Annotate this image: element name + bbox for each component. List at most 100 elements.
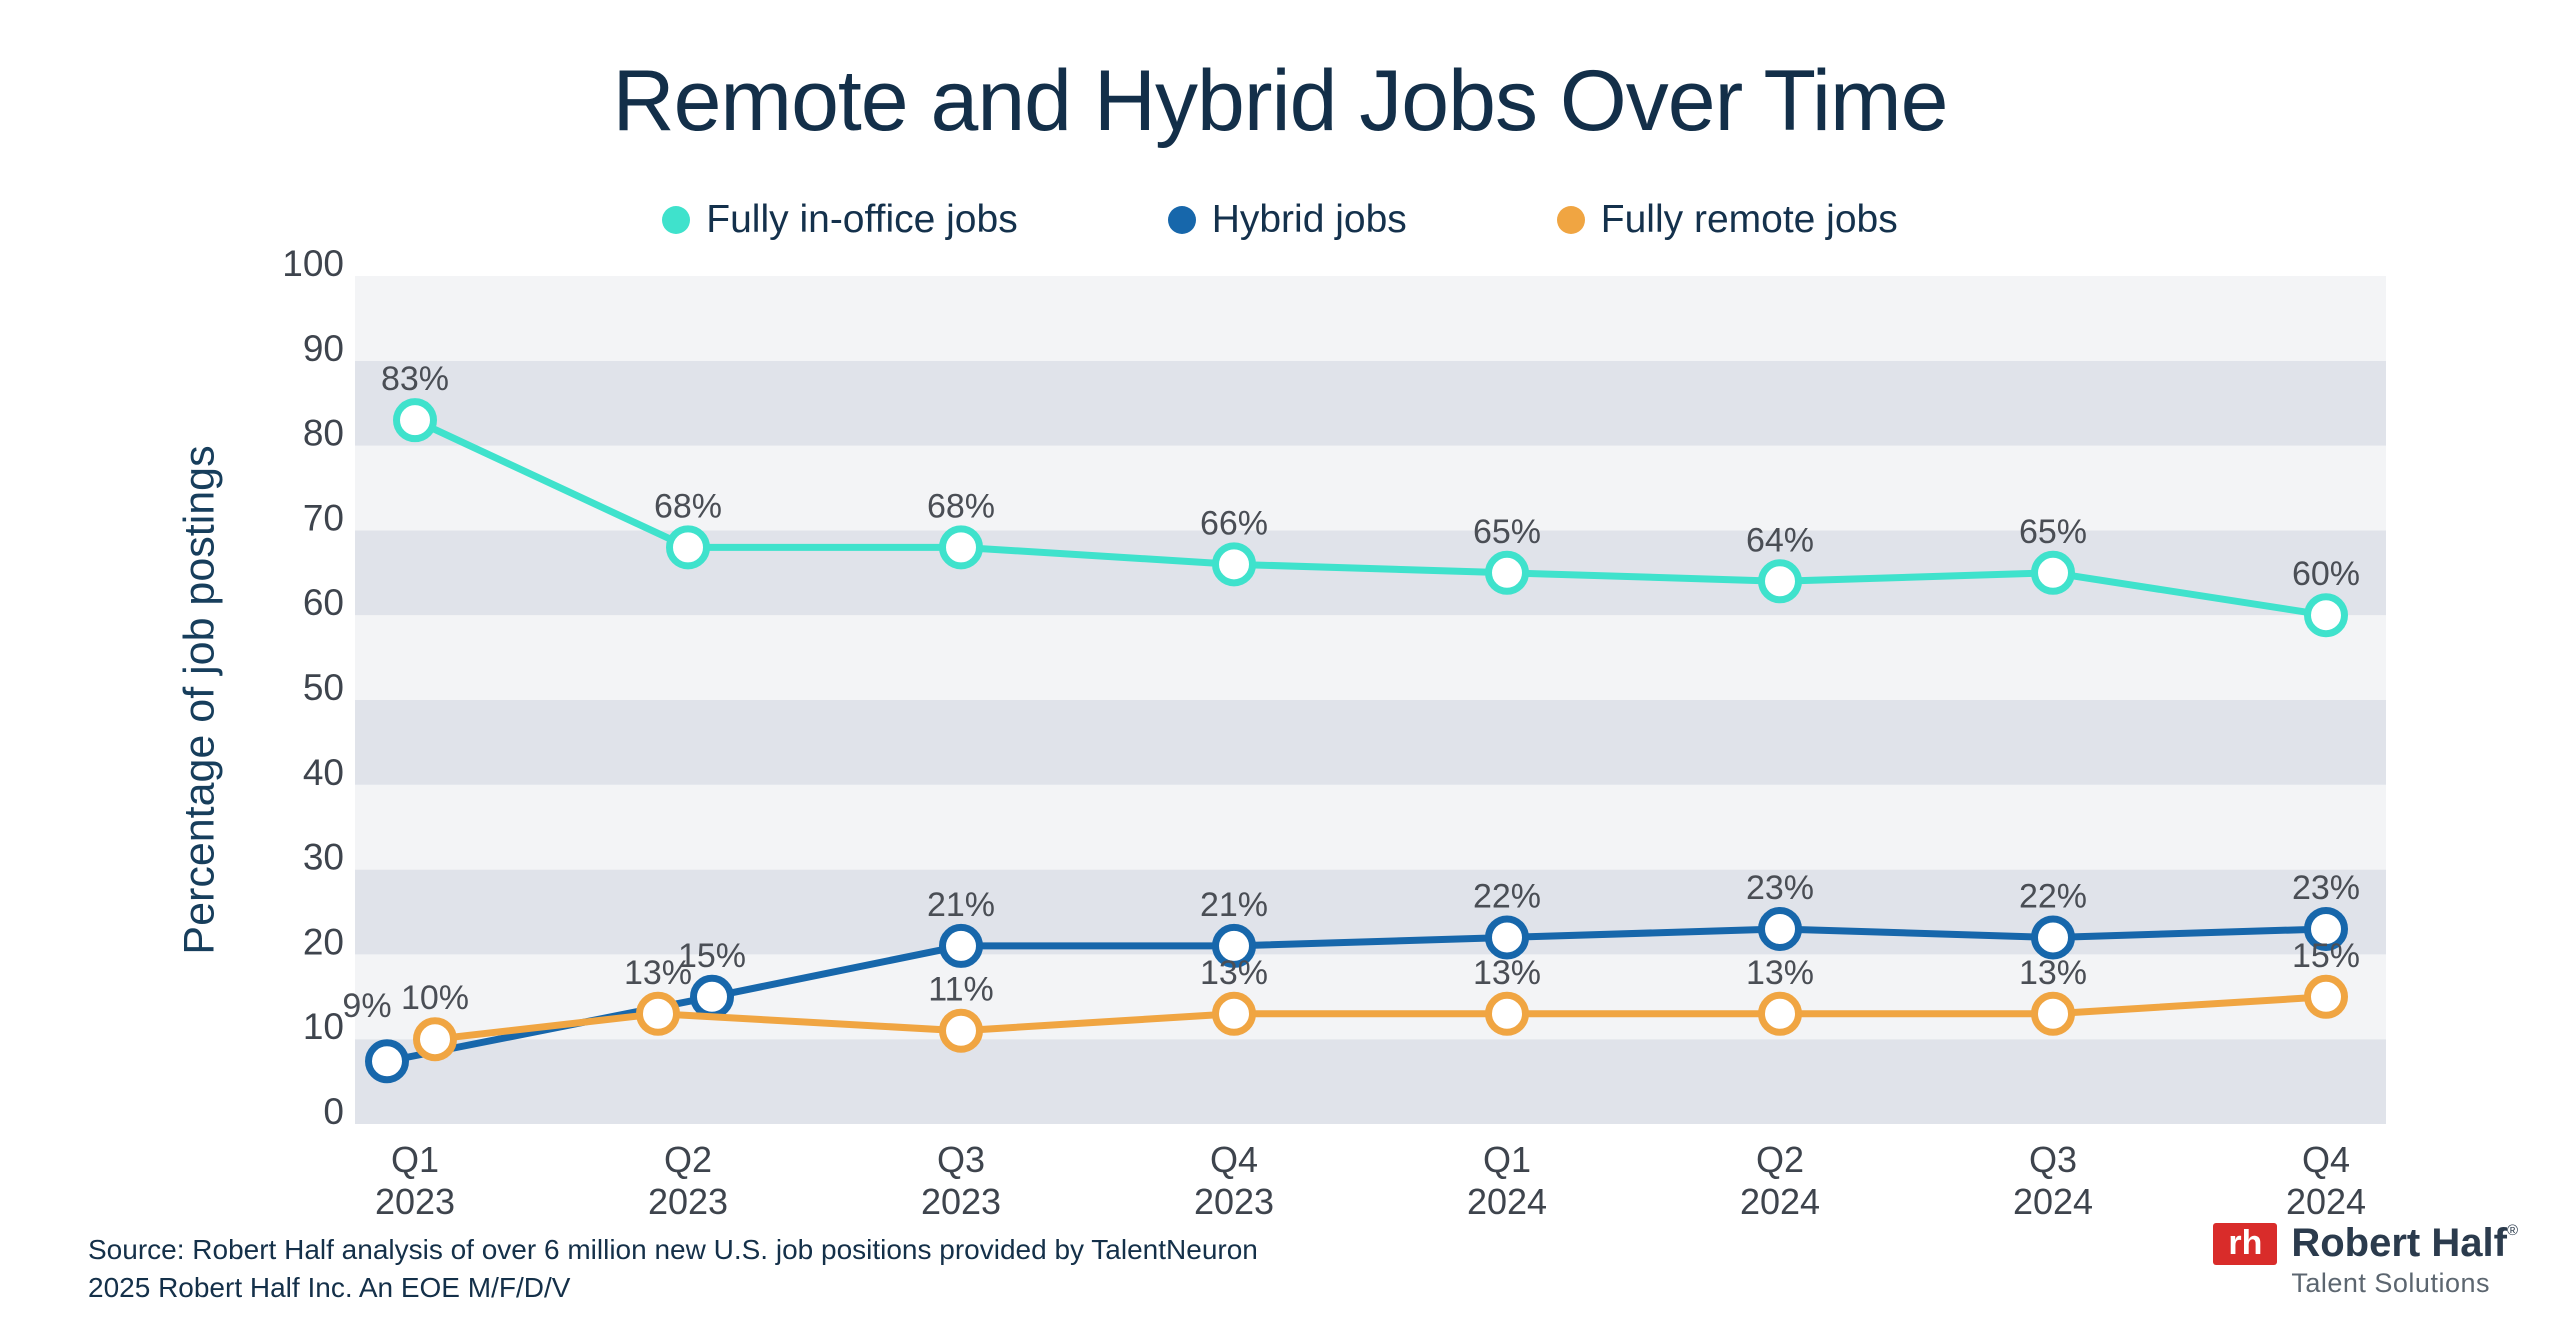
x-tick-year: 2023 bbox=[648, 1181, 728, 1222]
data-point-marker bbox=[2304, 974, 2348, 1019]
data-point-label: 15% bbox=[678, 937, 746, 975]
data-point-label: 68% bbox=[927, 487, 995, 525]
legend-item-hybrid: Hybrid jobs bbox=[1167, 198, 1407, 242]
y-tick-label: 10 bbox=[303, 1006, 344, 1047]
y-tick-label: 60 bbox=[303, 582, 344, 623]
source-line-1: Source: Robert Half analysis of over 6 m… bbox=[88, 1234, 1258, 1266]
x-tick-year: 2023 bbox=[375, 1181, 455, 1222]
registered-mark: ® bbox=[2506, 1222, 2518, 1239]
data-point-label: 22% bbox=[1473, 877, 1541, 915]
data-point-label: 60% bbox=[2292, 555, 2360, 593]
legend-item-fully-remote: Fully remote jobs bbox=[1556, 198, 1898, 242]
data-point-label: 23% bbox=[1746, 869, 1814, 907]
data-point-label: 21% bbox=[927, 886, 995, 924]
data-point-marker bbox=[1212, 542, 1256, 587]
data-point-marker bbox=[939, 525, 983, 570]
rh-monogram-icon: rh bbox=[2213, 1223, 2278, 1265]
data-point-marker bbox=[2304, 906, 2348, 951]
page-title: Remote and Hybrid Jobs Over Time bbox=[612, 53, 1949, 149]
y-tick-label: 100 bbox=[282, 243, 344, 284]
x-tick-quarter: Q2 bbox=[664, 1139, 712, 1180]
legend-label-remote: Fully remote jobs bbox=[1600, 198, 1898, 241]
x-tick-year: 2024 bbox=[2013, 1181, 2093, 1222]
source-line-2: 2025 Robert Half Inc. An EOE M/F/D/V bbox=[88, 1272, 571, 1304]
data-point-marker bbox=[2031, 915, 2075, 960]
source-note: Source: Robert Half analysis of over 6 m… bbox=[88, 1231, 1258, 1307]
y-tick-label: 70 bbox=[303, 497, 344, 538]
data-point-marker bbox=[1485, 915, 1529, 960]
x-tick-year: 2024 bbox=[1467, 1181, 1547, 1222]
data-point-marker bbox=[365, 1039, 409, 1084]
data-point-label: 65% bbox=[1473, 513, 1541, 551]
data-point-label: 10% bbox=[401, 979, 469, 1017]
data-point-marker bbox=[2304, 593, 2348, 638]
series-hybrid-jobs: 9% 15% 21% 21% 22% 23% 22% 23% bbox=[342, 869, 2360, 1084]
data-point-marker bbox=[690, 974, 734, 1019]
y-tick-label: 50 bbox=[303, 667, 344, 708]
data-point-marker bbox=[2031, 991, 2075, 1036]
data-point-marker bbox=[1758, 906, 1802, 951]
series-line bbox=[411, 416, 2330, 619]
band-row bbox=[355, 276, 2386, 361]
data-point-label: 13% bbox=[1200, 954, 1268, 992]
data-point-label: 9% bbox=[342, 987, 391, 1025]
x-tick-quarter: Q1 bbox=[391, 1139, 439, 1180]
legend-label-in-office: Fully in-office jobs bbox=[706, 198, 1018, 241]
data-point-label: 66% bbox=[1200, 504, 1268, 542]
data-point-marker bbox=[1758, 559, 1802, 604]
x-tick-quarter: Q2 bbox=[1756, 1139, 1804, 1180]
data-point-label: 21% bbox=[1200, 886, 1268, 924]
band-row bbox=[355, 700, 2386, 785]
data-point-marker bbox=[939, 1008, 983, 1053]
y-tick-label: 30 bbox=[303, 837, 344, 878]
y-tick-label: 80 bbox=[303, 413, 344, 454]
x-tick-year: 2024 bbox=[2286, 1181, 2366, 1222]
legend-item-fully-in-office: Fully in-office jobs bbox=[662, 198, 1018, 242]
y-tick-label: 40 bbox=[303, 752, 344, 793]
data-point-label: 13% bbox=[624, 954, 692, 992]
data-point-label: 11% bbox=[928, 971, 994, 1009]
x-tick-year: 2024 bbox=[1740, 1181, 1820, 1222]
legend: Fully in-office jobs Hybrid jobs Fully r… bbox=[0, 198, 2560, 242]
x-tick-quarter: Q4 bbox=[2302, 1139, 2350, 1180]
data-point-marker bbox=[2031, 550, 2075, 595]
data-point-label: 65% bbox=[2019, 513, 2087, 551]
series-line bbox=[383, 925, 2330, 1065]
data-point-label: 68% bbox=[654, 487, 722, 525]
legend-dot-hybrid-icon bbox=[1167, 206, 1196, 234]
data-point-marker bbox=[636, 991, 680, 1036]
y-tick-label: 20 bbox=[303, 921, 344, 962]
logo-text: Robert Half® Talent Solutions bbox=[2291, 1223, 2518, 1299]
x-tick-quarter: Q4 bbox=[1210, 1139, 1258, 1180]
logo-brand: Robert Half® bbox=[2291, 1221, 2518, 1265]
legend-dot-in-office-icon bbox=[662, 206, 691, 234]
data-point-label: 22% bbox=[2019, 877, 2087, 915]
data-point-marker bbox=[413, 1017, 457, 1062]
legend-dot-remote-icon bbox=[1556, 206, 1585, 234]
band-row bbox=[355, 445, 2386, 531]
data-point-label: 64% bbox=[1746, 521, 1814, 559]
data-point-label: 83% bbox=[381, 360, 449, 398]
y-axis-tick-labels: 0 10 20 30 40 50 60 70 80 90 100 bbox=[282, 243, 344, 1132]
data-point-label: 13% bbox=[1746, 954, 1814, 992]
legend-label-hybrid: Hybrid jobs bbox=[1211, 198, 1407, 241]
y-tick-label: 90 bbox=[303, 328, 344, 369]
band-row bbox=[355, 360, 2386, 446]
data-point-marker bbox=[1212, 991, 1256, 1036]
data-point-marker bbox=[1758, 991, 1802, 1036]
x-tick-quarter: Q3 bbox=[937, 1139, 985, 1180]
data-point-label: 13% bbox=[2019, 954, 2087, 992]
x-tick-quarter: Q1 bbox=[1483, 1139, 1531, 1180]
band-row bbox=[355, 784, 2386, 870]
y-tick-label: 0 bbox=[323, 1091, 344, 1132]
data-point-label: 15% bbox=[2292, 937, 2360, 975]
x-axis-tick-labels: Q12023Q22023Q32023Q42023Q12024Q22024Q320… bbox=[375, 1139, 2366, 1222]
